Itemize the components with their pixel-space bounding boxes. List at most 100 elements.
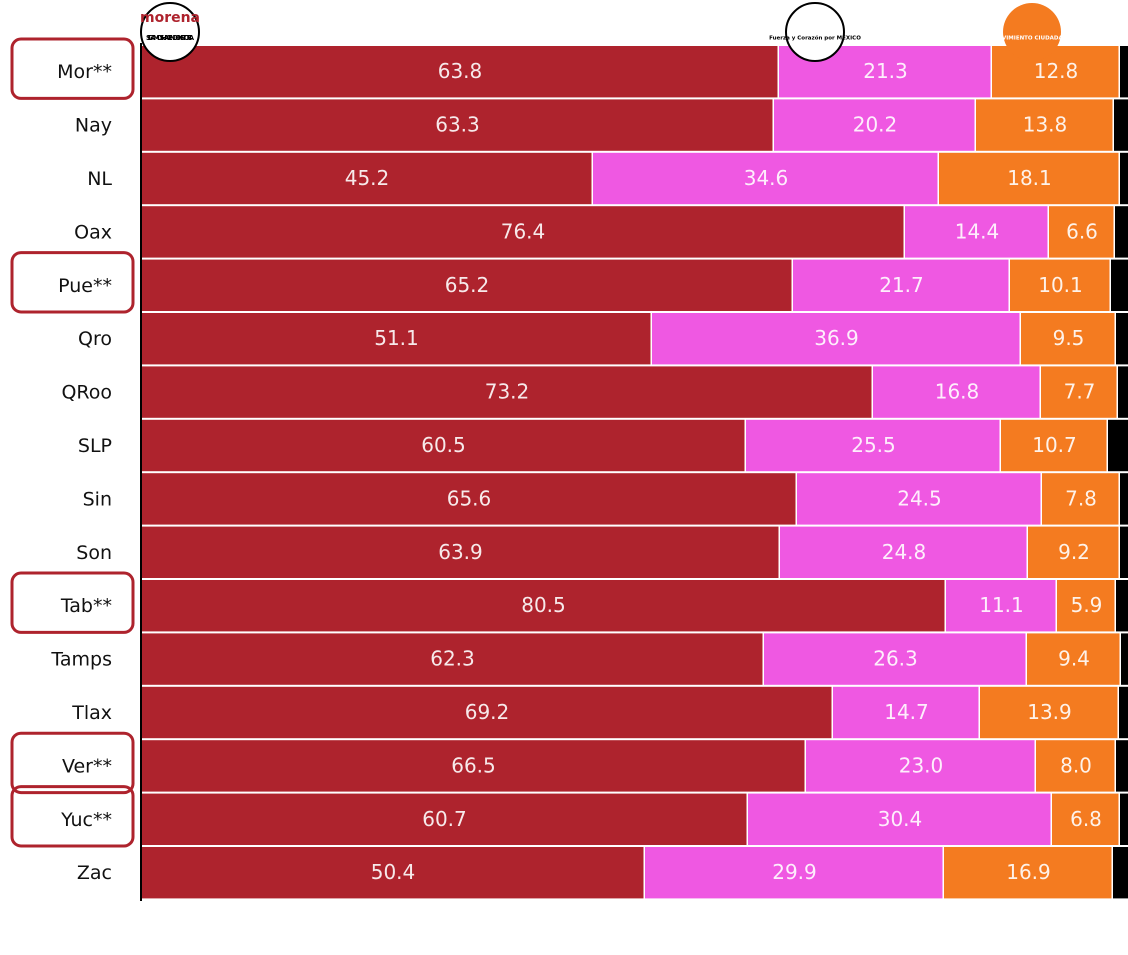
legend-logo — [1003, 3, 1061, 61]
data-label: 36.9 — [814, 326, 859, 350]
bar-segment — [593, 152, 938, 205]
legend-logo — [140, 2, 200, 62]
data-label: 7.8 — [1065, 486, 1097, 510]
y-tick-label: Son — [76, 542, 112, 564]
data-label: 80.5 — [521, 593, 566, 617]
highlight-box — [10, 731, 135, 795]
y-tick-label: QRoo — [61, 382, 112, 404]
highlight-box — [10, 251, 135, 314]
y-tick-label: Sin — [83, 488, 112, 510]
bar-segment — [1049, 206, 1114, 258]
legend-logo — [785, 2, 845, 62]
bar-segment — [806, 740, 1035, 792]
bar-segment — [645, 847, 943, 899]
bar-segment — [1115, 206, 1128, 258]
bar-segment — [780, 526, 1027, 578]
bar-segment — [980, 686, 1118, 739]
bar-segment — [946, 580, 1056, 632]
bar-segment — [141, 206, 904, 258]
bar-segment — [1116, 740, 1128, 792]
bar-segment — [141, 473, 796, 525]
bar-segment — [1120, 793, 1128, 845]
data-label: 69.2 — [465, 700, 510, 724]
bar-segment — [1116, 313, 1128, 365]
data-label: 14.7 — [884, 700, 929, 724]
bar-segment — [1057, 580, 1115, 632]
bar-segment — [141, 580, 945, 632]
data-label: 13.8 — [1023, 113, 1068, 137]
bar-segment — [141, 633, 763, 685]
data-label: 63.3 — [435, 113, 480, 137]
bar-segment — [1027, 633, 1120, 685]
data-label: 8.0 — [1060, 753, 1092, 777]
y-tick-label: Qro — [78, 328, 112, 350]
bar-segment — [1120, 526, 1128, 578]
plot: 63.8 21.3 12.8 63.3 20.2 13.8 45.2 34.6 18.1 76.4… — [141, 46, 1128, 899]
bar-segment — [905, 206, 1048, 258]
bar-segment — [944, 847, 1112, 899]
y-tick-label: Pue** — [58, 275, 112, 297]
bar-segment — [1108, 419, 1128, 472]
bar-segment — [1120, 46, 1128, 98]
data-label: 7.7 — [1064, 380, 1096, 404]
bar-segment — [141, 419, 745, 472]
data-label: 45.2 — [345, 166, 390, 190]
data-label: 10.1 — [1038, 273, 1083, 297]
bar-segment — [873, 366, 1040, 418]
data-label: 24.5 — [897, 486, 942, 510]
data-label: 50.4 — [371, 860, 416, 884]
bar-segment — [1042, 473, 1119, 525]
highlight-box — [10, 785, 135, 848]
data-label: 9.2 — [1058, 540, 1090, 564]
data-label: 13.9 — [1027, 700, 1072, 724]
data-label: 24.8 — [882, 540, 927, 564]
legend: morena SIGAMOS HACIENDO HISTORIA Fuerza y … — [140, 2, 1072, 62]
data-label: 30.4 — [878, 807, 923, 831]
bar-segment — [774, 99, 975, 151]
data-label: 9.5 — [1053, 326, 1085, 350]
bar-segment — [1111, 259, 1128, 311]
data-label: 20.2 — [853, 113, 898, 137]
bar-segment — [1113, 847, 1128, 899]
data-label: 66.5 — [451, 753, 496, 777]
bar-segment — [1001, 419, 1107, 472]
y-tick-label: Zac — [77, 862, 112, 884]
data-label: 51.1 — [374, 326, 419, 350]
y-tick-label: Oax — [74, 221, 112, 243]
data-label: 60.7 — [422, 807, 467, 831]
data-label: 21.7 — [879, 273, 924, 297]
bar-segment — [1036, 740, 1115, 792]
data-label: 26.3 — [873, 647, 918, 671]
data-label: 76.4 — [501, 219, 546, 243]
bar-segment — [1121, 633, 1128, 685]
legend-label: morena — [140, 10, 200, 26]
data-label: 25.5 — [851, 433, 896, 457]
bar-segment — [141, 152, 592, 205]
bar-segment — [1116, 580, 1128, 632]
bar-segment — [939, 152, 1119, 205]
bar-segment — [141, 46, 778, 98]
y-tick-label: Nay — [75, 115, 112, 137]
bar-segment — [793, 259, 1009, 311]
bar-segment — [1114, 99, 1128, 151]
data-label: 10.7 — [1032, 433, 1077, 457]
data-label: 6.6 — [1066, 219, 1098, 243]
data-label: 16.8 — [935, 380, 980, 404]
bar-segment — [992, 46, 1119, 98]
bar-segment — [141, 366, 872, 418]
bar-segment — [652, 313, 1020, 365]
data-label: 29.9 — [772, 860, 817, 884]
bar-segment — [764, 633, 1026, 685]
bar-segment — [797, 473, 1041, 525]
data-label: 63.8 — [438, 59, 483, 83]
legend-subtitle: SIGAMOS HACIENDO HISTORIA — [146, 34, 195, 42]
bar-segment — [1041, 366, 1117, 418]
bar-segment — [746, 419, 1000, 472]
data-label: 63.9 — [438, 540, 483, 564]
data-label: 11.1 — [979, 593, 1024, 617]
bar-segment — [1120, 152, 1128, 205]
bar-segment — [141, 740, 805, 792]
bar-segment — [1028, 526, 1119, 578]
y-tick-label: Tamps — [50, 649, 112, 671]
y-tick-label: Mor** — [57, 61, 112, 83]
